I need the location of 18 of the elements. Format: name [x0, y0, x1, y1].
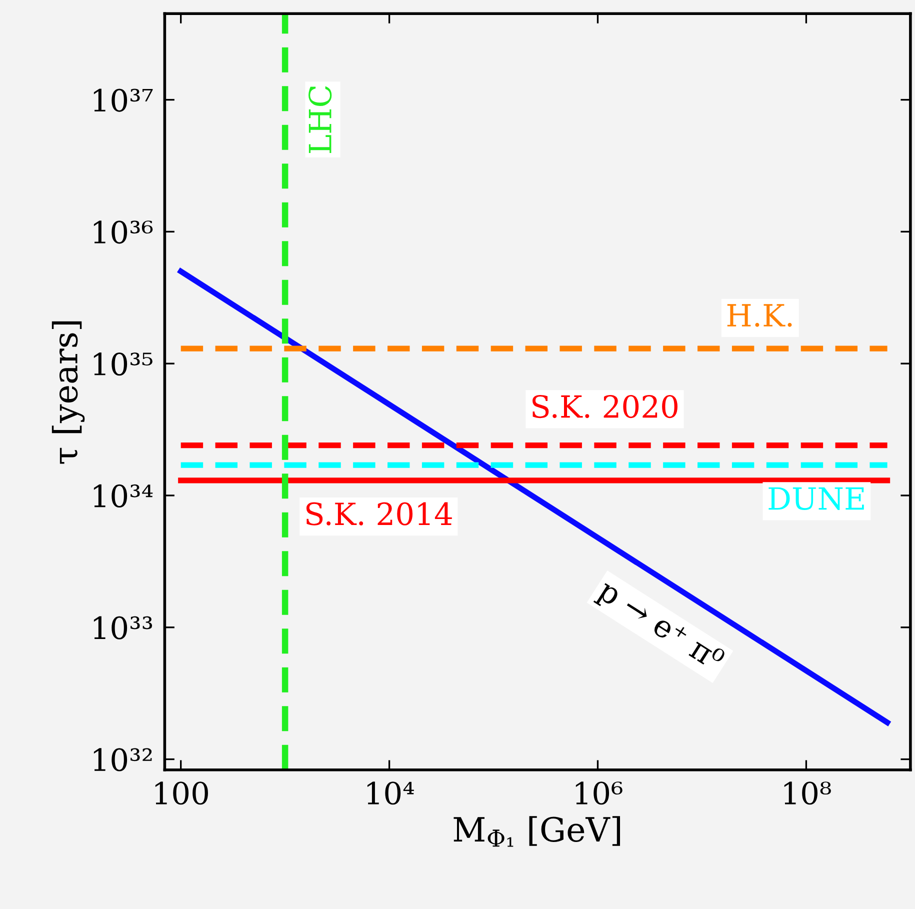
x-tick-label: 10⁶: [576, 782, 622, 805]
y-tick-label: 10³⁶: [94, 220, 153, 244]
x-axis-title: M$_{Φ₁}$ [GeV]: [454, 816, 620, 847]
y-tick-label: 10³⁴: [94, 484, 153, 508]
series-label: DUNE: [768, 487, 864, 510]
x-tick-label: 100: [155, 782, 208, 805]
y-tick-label: 10³⁷: [94, 88, 153, 112]
ref-line-label: LHC: [308, 86, 332, 153]
series-label: H.K.: [727, 304, 792, 327]
y-tick-label: 10³²: [94, 748, 152, 772]
y-tick-label: 10³³: [94, 616, 152, 640]
x-tick-label: 10⁴: [367, 782, 414, 805]
series-label: S.K. 2014: [306, 502, 452, 526]
y-tick-label: 10³⁵: [94, 352, 152, 376]
x-tick-label: 10⁸: [784, 782, 831, 805]
y-axis-title: τ [years]: [52, 321, 85, 464]
series-label: S.K. 2020: [532, 394, 678, 418]
text: p → e⁺ π⁰: [593, 577, 726, 677]
